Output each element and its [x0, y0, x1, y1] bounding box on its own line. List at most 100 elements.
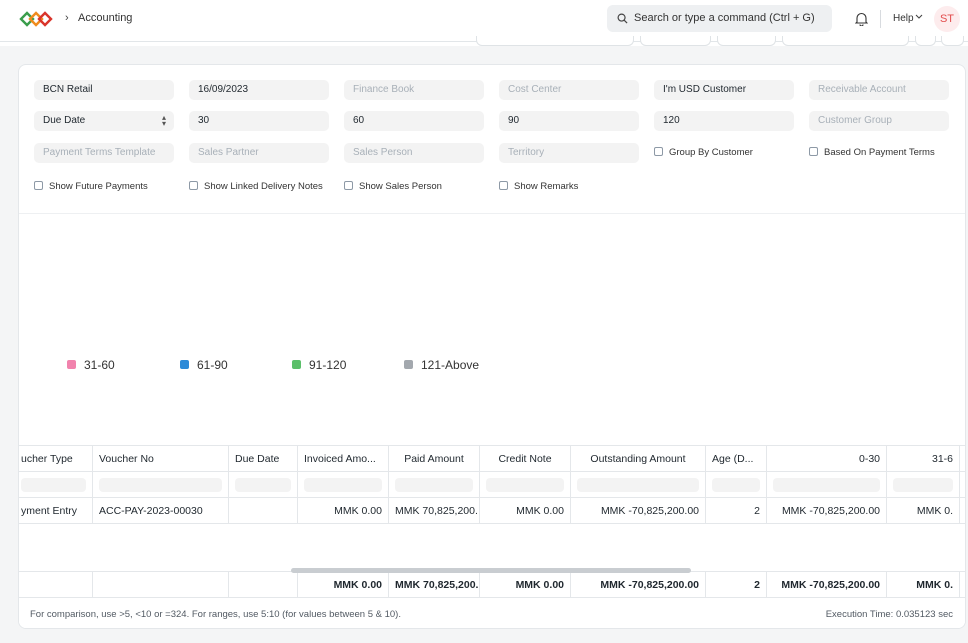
horizontal-scrollbar[interactable] — [291, 568, 691, 573]
group-by-customer-label: Group By Customer — [669, 147, 753, 158]
cost-center-field[interactable]: Cost Center — [499, 80, 639, 100]
breadcrumb-chevron-icon: › — [65, 12, 69, 24]
based-on-payment-terms-checkbox[interactable]: Based On Payment Terms — [809, 147, 935, 158]
col-header-31-60[interactable]: 31-6 — [887, 446, 960, 471]
legend-swatch — [67, 360, 76, 369]
col-filter-cell — [706, 472, 767, 497]
column-filter-input[interactable] — [712, 477, 760, 492]
cell-0-30[interactable]: MMK -70,825,200.00 — [767, 498, 887, 523]
cell-invoiced-amount[interactable]: MMK 0.00 — [298, 498, 389, 523]
cell-paid-amount[interactable]: MMK 70,825,200. — [389, 498, 480, 523]
col-filter-cell — [298, 472, 389, 497]
checkbox-box[interactable] — [499, 181, 508, 190]
range1-field[interactable]: 30 — [189, 111, 329, 131]
show-sales-person-checkbox[interactable]: Show Sales Person — [344, 181, 442, 192]
checkbox-box[interactable] — [34, 181, 43, 190]
notification-bell-icon[interactable] — [855, 12, 868, 26]
legend-label: 31-60 — [84, 358, 115, 372]
page-action-button[interactable] — [640, 36, 711, 46]
page-action-button[interactable] — [782, 36, 909, 46]
legend-item-121-above: 121-Above — [404, 358, 479, 372]
show-future-payments-checkbox[interactable]: Show Future Payments — [34, 181, 148, 192]
show-remarks-label: Show Remarks — [514, 181, 579, 192]
help-menu[interactable]: Help — [893, 13, 914, 24]
total-voucher-no — [93, 572, 229, 597]
column-filter-input[interactable] — [486, 477, 564, 492]
col-header-0-30[interactable]: 0-30 — [767, 446, 887, 471]
page-action-button[interactable] — [941, 36, 964, 46]
based-on-payment-terms-label: Based On Payment Terms — [824, 147, 935, 158]
show-future-payments-label: Show Future Payments — [49, 181, 148, 192]
customer-group-field[interactable]: Customer Group — [809, 111, 949, 131]
legend-label: 91-120 — [309, 358, 347, 372]
col-filter-cell — [389, 472, 480, 497]
page-action-button[interactable] — [717, 36, 776, 46]
col-filter-cell — [887, 472, 960, 497]
range3-field[interactable]: 90 — [499, 111, 639, 131]
col-filter-cell — [229, 472, 298, 497]
cell-31-60[interactable]: MMK 0. — [887, 498, 960, 523]
col-header-paid-amount[interactable]: Paid Amount — [389, 446, 480, 471]
customer-field[interactable]: I'm USD Customer — [654, 80, 794, 100]
page-action-button[interactable] — [476, 36, 634, 46]
sales-partner-field[interactable]: Sales Partner — [189, 143, 329, 163]
col-header-invoiced-amount[interactable]: Invoiced Amo... — [298, 446, 389, 471]
company-field[interactable]: BCN Retail — [34, 80, 174, 100]
col-filter-cell — [480, 472, 571, 497]
sales-person-field[interactable]: Sales Person — [344, 143, 484, 163]
cell-voucher-no[interactable]: ACC-PAY-2023-00030 — [93, 498, 229, 523]
col-header-age[interactable]: Age (D... — [706, 446, 767, 471]
col-header-voucher-type[interactable]: ucher Type — [19, 446, 93, 471]
show-remarks-checkbox[interactable]: Show Remarks — [499, 181, 578, 192]
col-header-voucher-no[interactable]: Voucher No — [93, 446, 229, 471]
column-filter-input[interactable] — [773, 477, 880, 492]
col-header-outstanding-amount[interactable]: Outstanding Amount — [571, 446, 706, 471]
checkbox-box[interactable] — [809, 147, 818, 156]
cell-credit-note[interactable]: MMK 0.00 — [480, 498, 571, 523]
total-credit-note: MMK 0.00 — [480, 572, 571, 597]
col-header-due-date[interactable]: Due Date — [229, 446, 298, 471]
checkbox-box[interactable] — [344, 181, 353, 190]
group-by-customer-checkbox[interactable]: Group By Customer — [654, 147, 753, 158]
column-filter-input[interactable] — [235, 477, 291, 492]
column-filter-input[interactable] — [893, 477, 953, 492]
total-voucher-type — [19, 572, 93, 597]
show-linked-delivery-notes-label: Show Linked Delivery Notes — [204, 181, 323, 192]
legend-item-91-120: 91-120 — [292, 358, 346, 372]
range2-field[interactable]: 60 — [344, 111, 484, 131]
checkbox-box[interactable] — [189, 181, 198, 190]
territory-field[interactable]: Territory — [499, 143, 639, 163]
cell-due-date[interactable] — [229, 498, 298, 523]
legend-item-31-60: 31-60 — [67, 358, 115, 372]
ageing-based-on-select[interactable]: Due Date ▴ ▾ — [34, 111, 174, 131]
column-filter-input[interactable] — [21, 477, 86, 492]
column-filter-input[interactable] — [99, 477, 222, 492]
filter-hint-text: For comparison, use >5, <10 or =324. For… — [30, 609, 401, 620]
col-header-credit-note[interactable]: Credit Note — [480, 446, 571, 471]
page-action-button[interactable] — [915, 36, 936, 46]
receivable-account-field[interactable]: Receivable Account — [809, 80, 949, 100]
legend-label: 121-Above — [421, 358, 480, 372]
column-filter-input[interactable] — [395, 477, 473, 492]
breadcrumb-accounting[interactable]: Accounting — [78, 12, 133, 24]
col-filter-cell — [93, 472, 229, 497]
column-filter-input[interactable] — [304, 477, 382, 492]
search-bar[interactable]: Search or type a command (Ctrl + G) — [607, 5, 832, 32]
cell-outstanding-amount[interactable]: MMK -70,825,200.00 — [571, 498, 706, 523]
finance-book-field[interactable]: Finance Book — [344, 80, 484, 100]
show-linked-delivery-notes-checkbox[interactable]: Show Linked Delivery Notes — [189, 181, 323, 192]
range4-field[interactable]: 120 — [654, 111, 794, 131]
col-filter-cell — [767, 472, 887, 497]
column-filter-input[interactable] — [577, 477, 699, 492]
app-logo-icon[interactable] — [19, 9, 55, 29]
report-date-field[interactable]: 16/09/2023 — [189, 80, 329, 100]
total-age: 2 — [706, 572, 767, 597]
table-row[interactable]: yment Entry ACC-PAY-2023-00030 MMK 0.00 … — [19, 498, 965, 524]
user-avatar[interactable]: ST — [934, 6, 960, 32]
total-31-60: MMK 0. — [887, 572, 960, 597]
legend-label: 61-90 — [197, 358, 228, 372]
cell-age[interactable]: 2 — [706, 498, 767, 523]
payment-terms-template-field[interactable]: Payment Terms Template — [34, 143, 174, 163]
cell-voucher-type[interactable]: yment Entry — [19, 498, 93, 523]
checkbox-box[interactable] — [654, 147, 663, 156]
